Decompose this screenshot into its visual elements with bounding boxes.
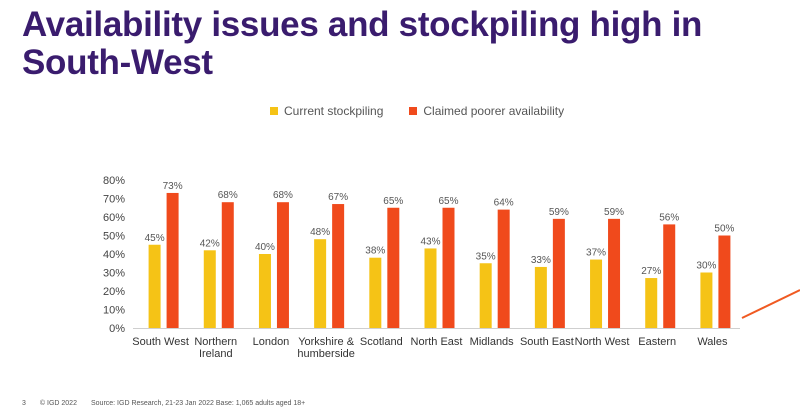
y-tick-label: 30% [103, 268, 125, 280]
bar-claimed [276, 202, 289, 328]
x-tick-label: Ireland [199, 348, 233, 360]
bar-claimed [663, 224, 676, 328]
bar-claimed [718, 235, 731, 328]
bar-current [645, 278, 658, 328]
accent-line [741, 289, 800, 319]
data-label-claimed: 59% [549, 207, 569, 218]
y-tick-label: 60% [103, 212, 125, 224]
y-tick-label: 40% [103, 249, 125, 261]
data-label-current: 38% [365, 246, 385, 257]
x-tick-label: Wales [697, 336, 728, 348]
x-tick-label: North West [575, 336, 630, 348]
chart-legend: Current stockpiling Claimed poorer avail… [270, 104, 564, 118]
data-label-claimed: 67% [328, 192, 348, 203]
x-tick-label: Midlands [470, 336, 515, 348]
bar-claimed [221, 202, 234, 328]
data-label-claimed: 68% [218, 190, 238, 201]
data-label-current: 43% [420, 236, 440, 247]
data-label-claimed: 65% [383, 196, 403, 207]
data-label-current: 37% [586, 248, 606, 259]
legend-label-claimed: Claimed poorer availability [423, 104, 565, 118]
bar-claimed [442, 207, 455, 328]
page-title: Availability issues and stockpiling high… [22, 5, 703, 82]
bar-claimed [166, 192, 179, 328]
bar-claimed [387, 207, 400, 328]
bar-current [590, 259, 603, 328]
data-label-current: 33% [531, 255, 551, 266]
x-tick-label: humberside [297, 348, 354, 360]
data-label-current: 27% [641, 266, 661, 277]
bar-current [258, 254, 271, 328]
legend-item-claimed: Claimed poorer availability [409, 104, 564, 118]
y-tick-label: 50% [103, 231, 125, 243]
bar-current [369, 257, 382, 328]
data-label-claimed: 65% [438, 196, 458, 207]
bar-claimed [552, 218, 565, 328]
footer-page-number: 3 [22, 400, 26, 407]
x-tick-label: Scotland [360, 336, 403, 348]
bar-current [479, 263, 492, 328]
data-label-current: 40% [255, 242, 275, 253]
x-tick-label: South West [132, 336, 189, 348]
y-tick-label: 80% [103, 175, 125, 187]
data-label-current: 30% [696, 261, 716, 272]
bar-current [534, 266, 547, 328]
x-tick-label: Eastern [638, 336, 676, 348]
data-label-current: 45% [145, 233, 165, 244]
bar-claimed [497, 209, 510, 328]
y-tick-label: 0% [109, 323, 125, 335]
data-label-claimed: 59% [604, 207, 624, 218]
bar-current [148, 244, 161, 328]
data-label-claimed: 56% [659, 212, 679, 223]
bar-claimed [608, 218, 621, 328]
data-label-claimed: 73% [163, 181, 183, 192]
legend-swatch-current [270, 107, 278, 115]
bar-claimed [332, 204, 345, 328]
y-tick-label: 70% [103, 194, 125, 206]
bar-current [424, 248, 437, 328]
bar-current [314, 239, 327, 328]
bar-current [203, 250, 216, 328]
x-tick-label: Yorkshire & [298, 336, 355, 348]
y-tick-label: 10% [103, 305, 125, 317]
legend-item-current: Current stockpiling [270, 104, 383, 118]
data-label-claimed: 64% [494, 198, 514, 209]
y-tick-label: 20% [103, 286, 125, 298]
x-tick-label: London [253, 336, 290, 348]
data-label-current: 35% [476, 251, 496, 262]
data-label-current: 42% [200, 238, 220, 249]
legend-swatch-claimed [409, 107, 418, 115]
data-label-current: 48% [310, 227, 330, 238]
footer-copyright: © IGD 2022 [39, 400, 77, 407]
footer: 3 © IGD 2022 Source: IGD Research, 21-23… [22, 400, 305, 407]
bar-current [700, 272, 713, 328]
x-tick-label: North East [411, 336, 463, 348]
footer-source: Source: IGD Research, 21-23 Jan 2022 Bas… [90, 400, 306, 407]
data-label-claimed: 68% [273, 190, 293, 201]
x-tick-label: South East [520, 336, 574, 348]
legend-label-current: Current stockpiling [284, 104, 384, 118]
x-tick-label: Northern [194, 336, 237, 348]
data-label-claimed: 50% [714, 224, 734, 235]
